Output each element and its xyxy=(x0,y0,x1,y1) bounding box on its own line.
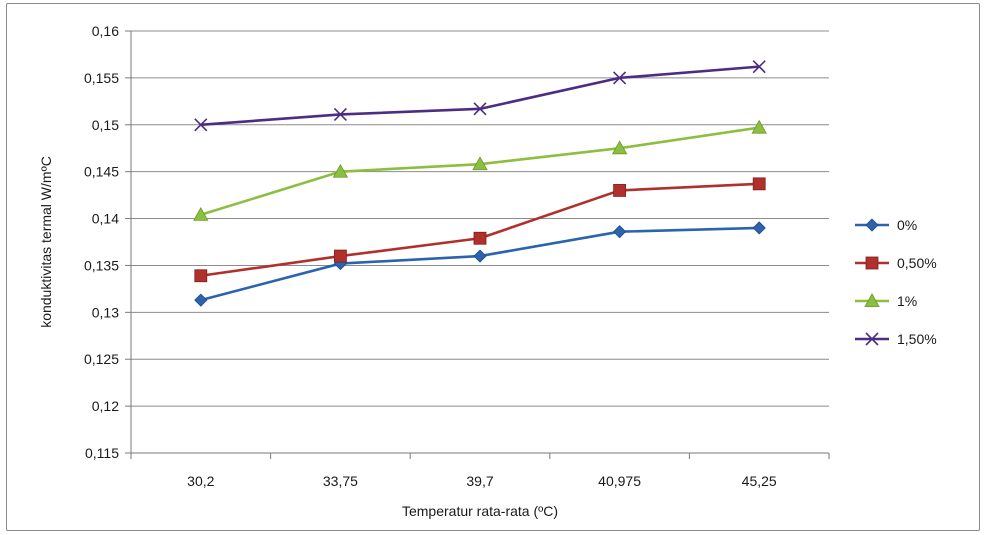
series-0 xyxy=(194,221,766,307)
data-point xyxy=(613,184,626,197)
data-point xyxy=(472,156,488,171)
data-point xyxy=(473,102,487,116)
legend-marker xyxy=(865,218,879,232)
legend-label: 1% xyxy=(897,293,917,309)
data-point xyxy=(611,140,628,155)
x-marker-stroke xyxy=(865,332,879,346)
x-marker-stroke xyxy=(333,107,347,122)
data-point xyxy=(333,107,347,122)
axes xyxy=(125,30,830,459)
data-point xyxy=(193,206,209,221)
x-marker-stroke xyxy=(194,118,208,132)
data-point xyxy=(752,60,766,74)
data-point xyxy=(333,249,347,263)
y-tick-label: 0,16 xyxy=(92,23,119,39)
y-tick-label: 0,15 xyxy=(92,117,119,133)
y-tick-labels: 0,115 0,12 0,125 0,13 0,135 0,14 0,145 0,15 0,15… xyxy=(84,23,119,461)
chart-frame: 0,115 0,12 0,125 0,13 0,135 0,14 0,145 0,15 0,15… xyxy=(6,3,980,531)
x-axis-title: Temperatur rata-rata (ºC) xyxy=(402,503,558,519)
data-point xyxy=(752,177,766,191)
x-marker-stroke xyxy=(613,71,627,85)
data-point xyxy=(752,221,766,235)
data-point xyxy=(194,269,208,283)
legend-item: 1% xyxy=(855,293,917,309)
y-axis-title: konduktivitas termal W/mºC xyxy=(38,156,54,328)
legend-marker xyxy=(865,332,879,346)
data-point xyxy=(613,71,627,85)
series-1 xyxy=(194,177,766,283)
data-point xyxy=(194,118,208,132)
y-tick-label: 0,12 xyxy=(92,398,119,414)
data-point xyxy=(194,293,208,307)
x-marker-stroke xyxy=(752,60,766,74)
y-tick-label: 0,14 xyxy=(92,211,119,227)
data-point xyxy=(473,249,487,263)
y-tick-label: 0,155 xyxy=(84,70,119,86)
series-2 xyxy=(193,119,767,221)
y-tick-label: 0,13 xyxy=(92,304,119,320)
data-point xyxy=(751,119,767,134)
legend: 0% 0,50% 1% 1,50% xyxy=(855,217,937,347)
x-tick-label: 33,75 xyxy=(323,473,358,489)
legend-marker xyxy=(864,293,880,308)
series-group xyxy=(193,60,767,307)
legend-item: 0,50% xyxy=(855,255,937,271)
series-3 xyxy=(194,60,766,132)
legend-item: 1,50% xyxy=(855,331,937,347)
legend-item: 0% xyxy=(855,217,917,233)
legend-label: 0% xyxy=(897,217,917,233)
gridlines xyxy=(131,30,829,407)
y-tick-label: 0,115 xyxy=(85,445,119,461)
line-chart: 0,115 0,12 0,125 0,13 0,135 0,14 0,145 0,15 0,15… xyxy=(38,23,937,519)
data-point xyxy=(332,163,349,178)
y-tick-label: 0,145 xyxy=(84,164,119,180)
x-tick-label: 39,7 xyxy=(466,473,493,489)
data-point xyxy=(473,231,487,245)
data-point xyxy=(613,225,627,239)
x-tick-label: 45,25 xyxy=(742,473,777,489)
x-tick-label: 30,2 xyxy=(187,473,214,489)
legend-label: 0,50% xyxy=(897,255,937,271)
x-tick-labels: 30,2 33,75 39,7 40,975 45,25 xyxy=(187,473,777,489)
legend-label: 1,50% xyxy=(897,331,937,347)
y-tick-label: 0,135 xyxy=(84,257,119,273)
x-marker-stroke xyxy=(473,102,487,116)
series-line xyxy=(200,65,760,127)
legend-marker xyxy=(865,256,879,270)
y-tick-label: 0,125 xyxy=(84,351,119,367)
x-tick-label: 40,975 xyxy=(598,473,641,489)
